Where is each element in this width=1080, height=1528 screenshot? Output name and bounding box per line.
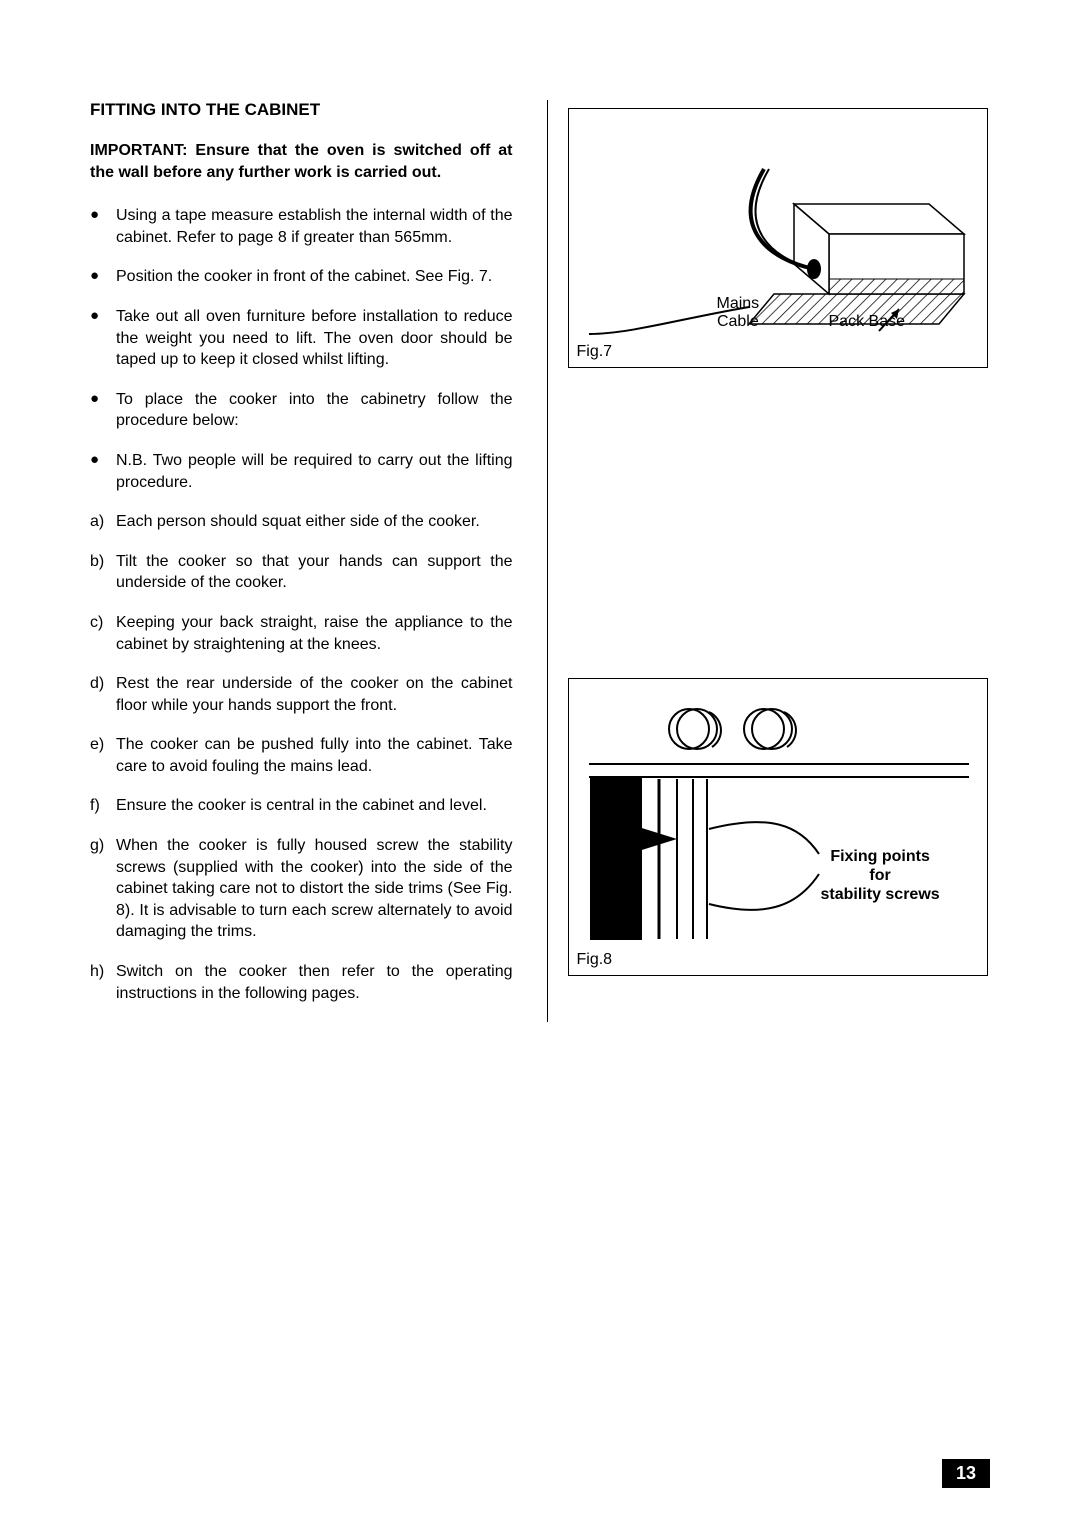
step-marker: a) xyxy=(90,511,104,533)
figure-8-svg xyxy=(569,679,989,977)
bullet-list: Using a tape measure establish the inter… xyxy=(90,205,513,493)
bullet-item: Position the cooker in front of the cabi… xyxy=(90,266,513,288)
step-text: Switch on the cooker then refer to the o… xyxy=(116,963,513,1002)
figure-8: Fixing points for stability screws Fig.8 xyxy=(568,678,988,976)
step-item: c) Keeping your back straight, raise the… xyxy=(90,612,513,655)
page-number: 13 xyxy=(942,1459,990,1488)
step-item: g) When the cooker is fully housed screw… xyxy=(90,835,513,943)
fig8-line2: for xyxy=(821,866,940,885)
step-text: Ensure the cooker is central in the cabi… xyxy=(116,797,487,814)
figure-7-label: Fig.7 xyxy=(577,343,613,361)
bullet-item: Using a tape measure establish the inter… xyxy=(90,205,513,248)
fig7-cable-label: Mains Cable xyxy=(717,295,760,332)
step-text: Rest the rear underside of the cooker on… xyxy=(116,675,513,714)
fig8-line3: stability screws xyxy=(821,885,940,904)
step-item: d) Rest the rear underside of the cooker… xyxy=(90,673,513,716)
step-item: b) Tilt the cooker so that your hands ca… xyxy=(90,551,513,594)
step-text: When the cooker is fully housed screw th… xyxy=(116,837,513,940)
page: FITTING INTO THE CABINET IMPORTANT: Ensu… xyxy=(0,0,1080,1022)
step-text: Keeping your back straight, raise the ap… xyxy=(116,614,513,653)
step-text: Tilt the cooker so that your hands can s… xyxy=(116,553,513,592)
step-item: h) Switch on the cooker then refer to th… xyxy=(90,961,513,1004)
figure-7-svg xyxy=(569,109,989,369)
step-marker: b) xyxy=(90,551,104,573)
fig8-line1: Fixing points xyxy=(821,847,940,866)
section-title: FITTING INTO THE CABINET xyxy=(90,100,513,120)
bullet-item: To place the cooker into the cabinetry f… xyxy=(90,389,513,432)
bullet-item: Take out all oven furniture before insta… xyxy=(90,306,513,371)
step-marker: d) xyxy=(90,673,104,695)
step-item: a) Each person should squat either side … xyxy=(90,511,513,533)
important-note: IMPORTANT: Ensure that the oven is switc… xyxy=(90,140,513,183)
step-marker: c) xyxy=(90,612,103,634)
step-marker: h) xyxy=(90,961,104,983)
step-item: f) Ensure the cooker is central in the c… xyxy=(90,795,513,817)
lettered-steps: a) Each person should squat either side … xyxy=(90,511,513,1004)
step-marker: g) xyxy=(90,835,104,857)
left-column: FITTING INTO THE CABINET IMPORTANT: Ensu… xyxy=(90,100,523,1022)
step-text: The cooker can be pushed fully into the … xyxy=(116,736,513,775)
fig7-base-label: Pack Base xyxy=(829,313,905,331)
bullet-item: N.B. Two people will be required to carr… xyxy=(90,450,513,493)
step-text: Each person should squat either side of … xyxy=(116,513,480,530)
step-item: e) The cooker can be pushed fully into t… xyxy=(90,734,513,777)
step-marker: f) xyxy=(90,795,100,817)
figure-8-label: Fig.8 xyxy=(577,951,613,969)
step-marker: e) xyxy=(90,734,104,756)
figure-7: Mains Cable Pack Base Fig.7 xyxy=(568,108,988,368)
right-column: Mains Cable Pack Base Fig.7 xyxy=(547,100,991,1022)
fig8-callout: Fixing points for stability screws xyxy=(821,847,940,905)
